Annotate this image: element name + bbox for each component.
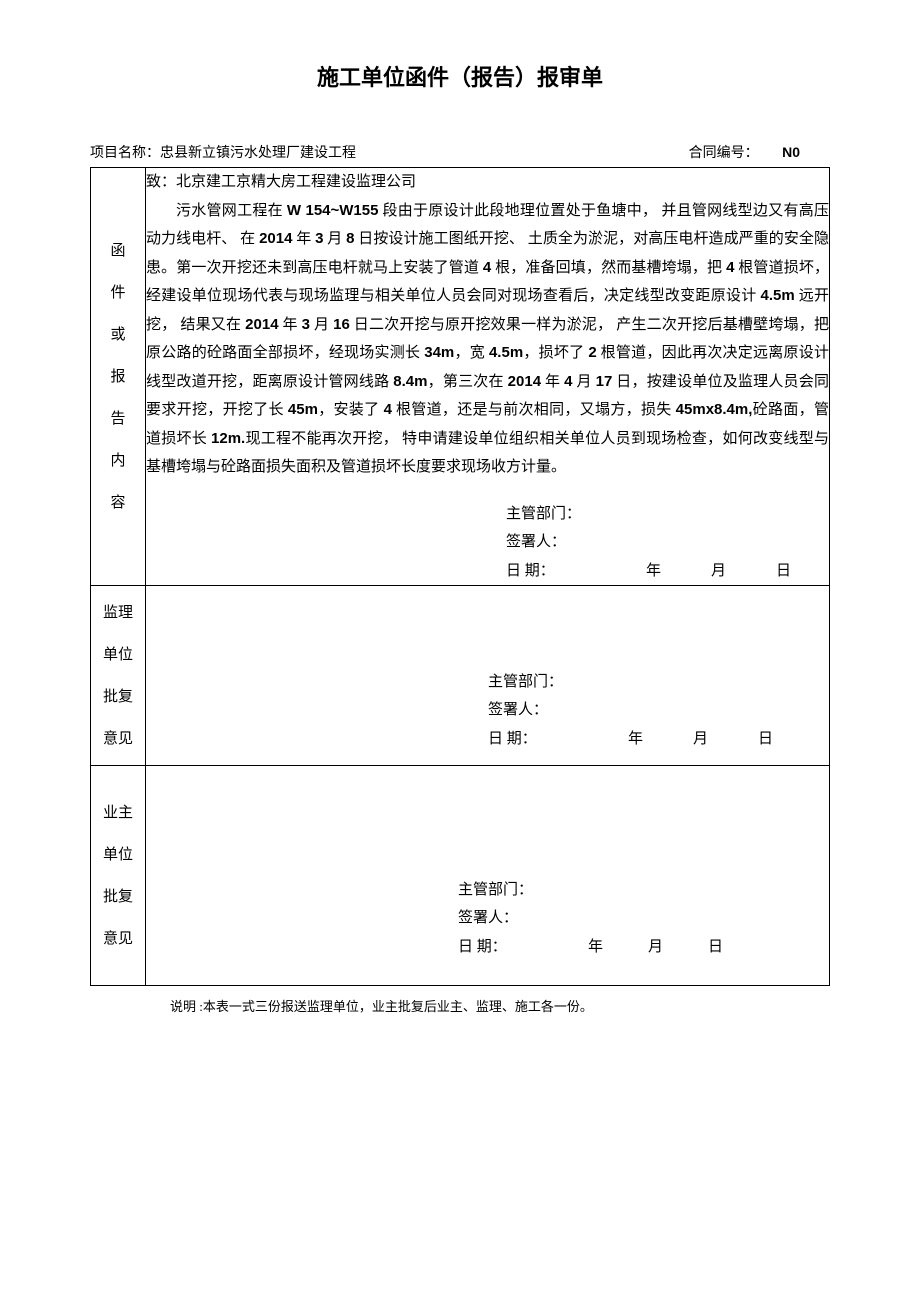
main-table: 函件或报告内容 致：北京建工京精大房工程建设监理公司 污水管网工程在 W 154… xyxy=(90,167,830,986)
cell-letter-content: 致：北京建工京精大房工程建设监理公司 污水管网工程在 W 154~W155 段由… xyxy=(146,168,830,586)
signature-block-3: 主管部门： 签署人： 日 期： 年 月 日 xyxy=(158,876,809,974)
signature-block-2: 主管部门： 签署人： 日 期： 年 月 日 xyxy=(158,668,809,754)
sig-year: 年 xyxy=(588,933,603,962)
txt: 月 xyxy=(310,317,333,333)
label-letter-content: 函件或报告内容 xyxy=(91,168,146,586)
project-label: 项目名称： xyxy=(90,146,160,161)
header-row: 项目名称：忠县新立镇污水处理厂建设工程 合同编号： N0 xyxy=(90,142,830,162)
sig-month: 月 xyxy=(693,725,708,754)
txt: 污水管网工程在 xyxy=(176,203,287,219)
bold-txt: 4 xyxy=(564,373,572,390)
bold-txt: 34m xyxy=(424,344,454,361)
bold-txt: 45m xyxy=(288,401,318,418)
txt: 年 xyxy=(292,231,315,247)
bold-txt: 4 xyxy=(483,259,491,276)
txt: 月 xyxy=(573,374,596,390)
contract-value: N0 xyxy=(782,144,800,160)
bold-txt: 4.5m xyxy=(489,344,523,361)
txt: 月 xyxy=(323,231,346,247)
bold-txt: 17 xyxy=(596,373,613,390)
label-supervisor: 监理单位批复意见 xyxy=(91,586,146,766)
sig-day: 日 xyxy=(758,725,773,754)
cell-owner: 主管部门： 签署人： 日 期： 年 月 日 xyxy=(146,766,830,986)
sig-signer-label: 签署人： xyxy=(506,528,586,557)
footer-note: 说明 :本表一式三份报送监理单位，业主批复后业主、监理、施工各一份。 xyxy=(170,996,830,1015)
label-owner: 业主单位批复意见 xyxy=(91,766,146,986)
txt: 根管道，还是与前次相同，又塌方，损失 xyxy=(392,402,676,418)
bold-txt: 16 xyxy=(333,316,350,333)
sig-year: 年 xyxy=(646,557,661,586)
bold-txt: 2014 xyxy=(259,230,292,247)
sig-signer-label: 签署人： xyxy=(458,904,538,933)
bold-txt: 2014 xyxy=(508,373,541,390)
row-letter-content: 函件或报告内容 致：北京建工京精大房工程建设监理公司 污水管网工程在 W 154… xyxy=(91,168,830,586)
txt: ，损坏了 xyxy=(523,345,588,361)
txt: ，安装了 xyxy=(318,402,384,418)
row-supervisor: 监理单位批复意见 主管部门： 签署人： 日 期： 年 月 日 xyxy=(91,586,830,766)
bold-txt: 8.4m xyxy=(393,373,427,390)
sig-dept-label: 主管部门： xyxy=(458,876,538,905)
contract-section: 合同编号： N0 xyxy=(689,142,830,162)
sig-date-label: 日 期： xyxy=(488,725,568,754)
txt: 现工程不能再次开挖， 特申请建设单位组织相关单位人员到现场检查，如何改变线型与基… xyxy=(146,431,829,476)
bold-txt: 2 xyxy=(588,344,596,361)
contract-label: 合同编号： xyxy=(689,146,759,161)
document-title: 施工单位函件（报告）报审单 xyxy=(90,60,830,92)
signature-block-1: 主管部门： 签署人： 日 期： 年 月 日 xyxy=(146,500,829,586)
body-paragraph: 污水管网工程在 W 154~W155 段由于原设计此段地理位置处于鱼塘中， 并且… xyxy=(146,197,829,482)
sig-date-label: 日 期： xyxy=(506,557,586,586)
txt: 年 xyxy=(541,374,564,390)
bold-txt: 4 xyxy=(384,401,392,418)
bold-txt: 8 xyxy=(346,230,354,247)
greeting-line: 致：北京建工京精大房工程建设监理公司 xyxy=(146,168,829,197)
sig-date-label: 日 期： xyxy=(458,933,538,962)
sig-day: 日 xyxy=(776,557,791,586)
bold-txt: 12m. xyxy=(211,430,245,447)
sig-year: 年 xyxy=(628,725,643,754)
project-value: 忠县新立镇污水处理厂建设工程 xyxy=(160,146,356,161)
sig-month: 月 xyxy=(711,557,726,586)
cell-supervisor: 主管部门： 签署人： 日 期： 年 月 日 xyxy=(146,586,830,766)
sig-dept-label: 主管部门： xyxy=(506,500,586,529)
bold-txt: 4.5m xyxy=(761,287,795,304)
txt: ，宽 xyxy=(454,345,489,361)
row-owner: 业主单位批复意见 主管部门： 签署人： 日 期： 年 月 日 xyxy=(91,766,830,986)
bold-txt: 45mx8.4m, xyxy=(676,401,753,418)
sig-day: 日 xyxy=(708,933,723,962)
project-name: 项目名称：忠县新立镇污水处理厂建设工程 xyxy=(90,142,689,162)
bold-txt: W 154~W155 xyxy=(287,202,379,219)
txt: 年 xyxy=(279,317,302,333)
sig-signer-label: 签署人： xyxy=(488,696,568,725)
txt: ，第三次在 xyxy=(427,374,507,390)
bold-txt: 3 xyxy=(302,316,310,333)
sig-month: 月 xyxy=(648,933,663,962)
txt: 根，准备回填，然而基槽垮塌，把 xyxy=(491,260,726,276)
sig-dept-label: 主管部门： xyxy=(488,668,568,697)
bold-txt: 2014 xyxy=(245,316,278,333)
